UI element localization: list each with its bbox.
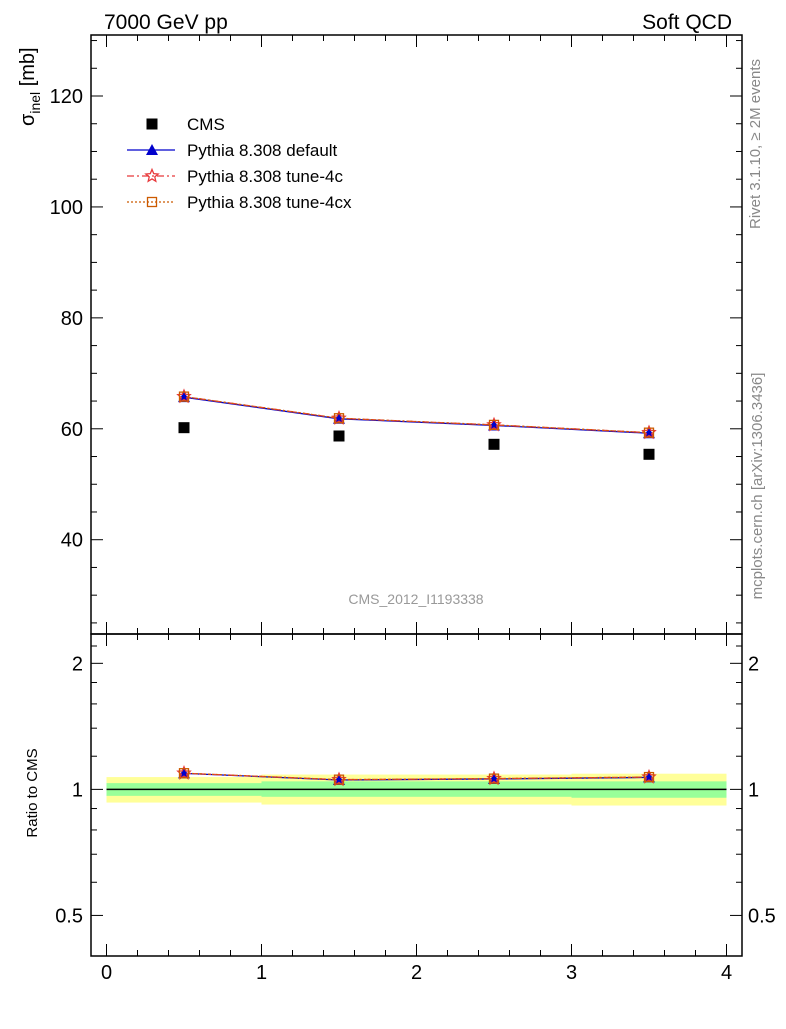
legend-label-tune4cx: Pythia 8.308 tune-4cx bbox=[187, 193, 352, 212]
main-point-tune4cx bbox=[488, 419, 500, 431]
ratio-xtick-label: 3 bbox=[566, 962, 577, 984]
ticks: 40 60 80 100 120 0 1 2 3 4 0.5 0.5 1 1 2 2 bbox=[50, 35, 776, 984]
analysis-id: CMS_2012_I1193338 bbox=[348, 591, 483, 607]
ratio-point-tune4cx bbox=[178, 768, 190, 779]
legend-marker-tune4cx bbox=[146, 196, 158, 208]
legend: CMS Pythia 8.308 default Pythia 8.308 tune… bbox=[127, 115, 352, 212]
main-point-cms bbox=[488, 438, 500, 450]
series bbox=[176, 388, 657, 787]
main-line-default bbox=[183, 396, 650, 434]
ratio-point-tune4cx bbox=[333, 774, 345, 785]
main-ytick-label: 40 bbox=[61, 530, 83, 552]
ratio-point-tune4cx bbox=[643, 771, 655, 783]
header-right: Soft QCD bbox=[642, 11, 732, 34]
legend-marker-default bbox=[146, 144, 158, 155]
ratio-ytick-label-right: 1 bbox=[748, 779, 759, 801]
ratio-xtick-label: 4 bbox=[721, 962, 732, 984]
legend-marker-tune4c bbox=[144, 167, 160, 183]
rivet-label: Rivet 3.1.10, ≥ 2M events bbox=[747, 59, 764, 229]
ratio-line-tune4cx bbox=[183, 772, 650, 781]
main-ytick-label: 100 bbox=[50, 197, 83, 219]
ratio-ytick-label-right: 0.5 bbox=[748, 905, 776, 927]
main-point-cms bbox=[178, 422, 190, 434]
main-ytick-label: 120 bbox=[50, 86, 83, 108]
ratio-xtick-label: 2 bbox=[411, 962, 422, 984]
legend-marker-cms bbox=[146, 118, 158, 130]
main-ytick-label: 60 bbox=[61, 419, 83, 441]
ratio-point-tune4cx bbox=[488, 773, 500, 784]
legend-label-tune4c: Pythia 8.308 tune-4c bbox=[187, 167, 343, 186]
main-point-tune4cx bbox=[333, 413, 345, 424]
header-left: 7000 GeV pp bbox=[104, 11, 228, 34]
ratio-ytick-label-left: 1 bbox=[72, 779, 83, 801]
main-point-tune4cx bbox=[643, 427, 655, 438]
ratio-xtick-label: 0 bbox=[101, 962, 112, 984]
ratio-ylabel: Ratio to CMS bbox=[24, 748, 41, 837]
ratio-ytick-label-left: 0.5 bbox=[55, 905, 83, 927]
mcplots-label: mcplots.cern.ch [arXiv:1306.3436] bbox=[749, 373, 766, 600]
legend-label-default: Pythia 8.308 default bbox=[187, 141, 338, 160]
main-ylabel-unit: [mb] bbox=[17, 47, 39, 91]
ratio-ytick-label-left: 2 bbox=[72, 653, 83, 675]
main-point-tune4cx bbox=[178, 391, 190, 402]
main-point-cms bbox=[643, 448, 655, 460]
ratio-ytick-label-right: 2 bbox=[748, 653, 759, 675]
main-line-tune4cx bbox=[183, 395, 650, 434]
main-ylabel-symbol: σ bbox=[17, 113, 39, 126]
main-ytick-label: 80 bbox=[61, 308, 83, 330]
main-ylabel: σinel [mb] bbox=[17, 47, 43, 126]
main-point-cms bbox=[333, 430, 345, 442]
main-line-tune4c bbox=[183, 395, 650, 434]
legend-label-cms: CMS bbox=[187, 115, 225, 134]
main-ylabel-sub: inel bbox=[27, 92, 43, 114]
ratio-xtick-label: 1 bbox=[256, 962, 267, 984]
